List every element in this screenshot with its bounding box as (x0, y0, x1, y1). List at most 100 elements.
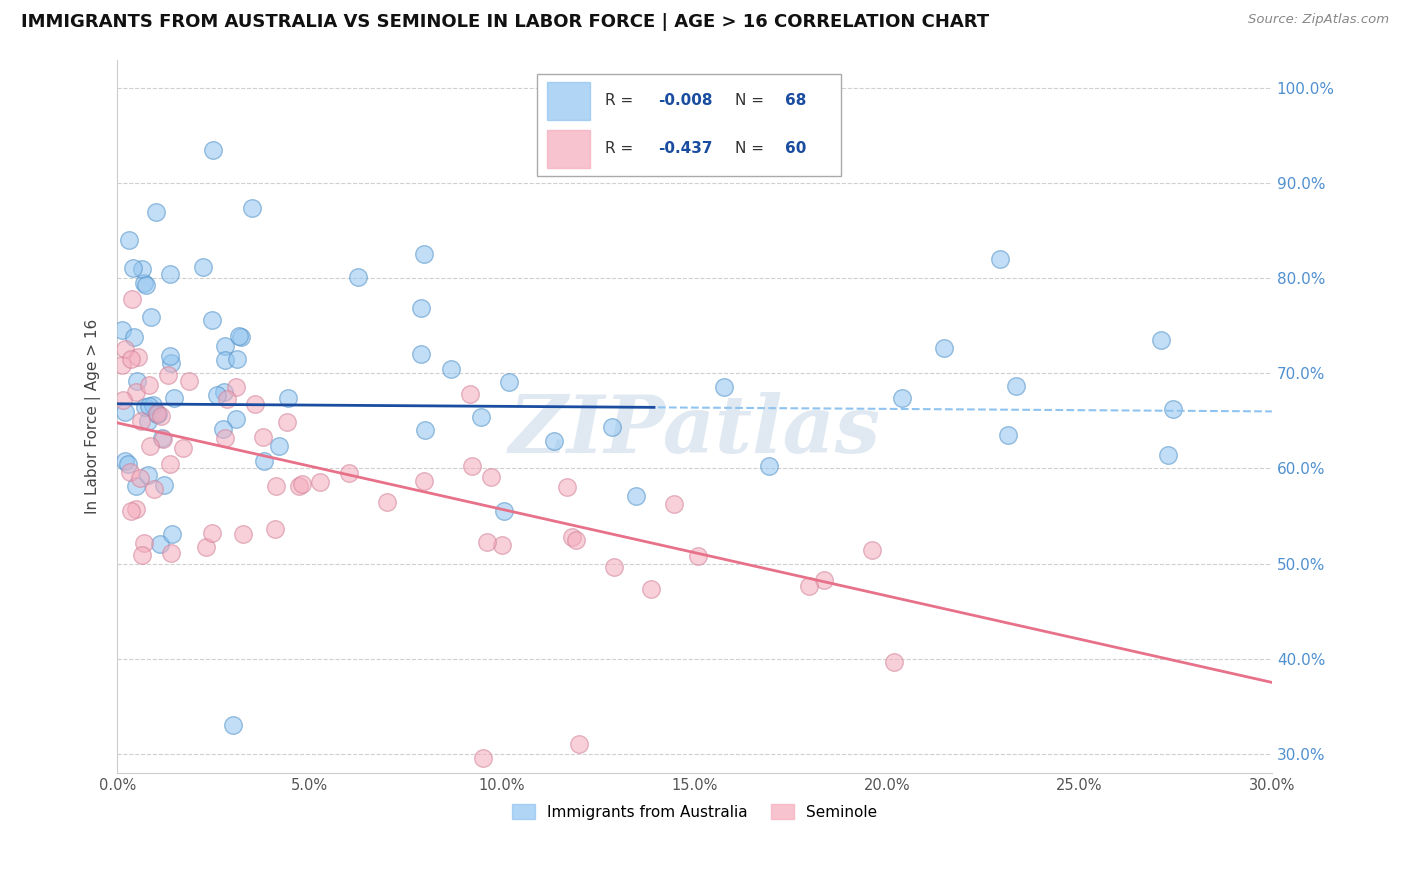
Point (1005, 379, 1028, 393)
Point (163, 391, 186, 405)
Point (179, 374, 201, 388)
Point (413, 423, 436, 437)
Point (142, 398, 165, 412)
Point (662, 497, 685, 511)
Point (245, 397, 267, 411)
Point (288, 479, 311, 493)
Text: ZIPatlas: ZIPatlas (509, 392, 880, 469)
Legend: Immigrants from Australia, Seminole: Immigrants from Australia, Seminole (506, 797, 883, 826)
Text: -0.437: -0.437 (658, 141, 713, 156)
Point (214, 431, 236, 445)
Point (568, 737, 591, 751)
Point (159, 267, 181, 281)
Point (127, 350, 149, 364)
Point (201, 313, 224, 327)
Point (122, 329, 145, 343)
Point (191, 260, 214, 274)
Point (202, 143, 225, 157)
Point (291, 477, 314, 491)
Point (125, 385, 148, 400)
Point (121, 352, 143, 367)
Point (555, 480, 578, 494)
Point (375, 495, 398, 509)
Point (129, 414, 152, 428)
Point (413, 474, 436, 488)
Text: R =: R = (606, 93, 638, 108)
Point (172, 442, 194, 456)
Point (543, 434, 565, 448)
Point (222, 718, 245, 732)
Point (114, 454, 136, 468)
Point (252, 454, 274, 468)
Point (240, 202, 263, 216)
Point (211, 422, 233, 436)
Point (337, 466, 360, 480)
Point (138, 399, 160, 413)
Point (111, 323, 134, 337)
Point (125, 502, 148, 516)
Text: 60: 60 (785, 141, 806, 156)
Point (603, 559, 626, 574)
Point (149, 537, 172, 551)
Point (266, 479, 288, 493)
Point (411, 301, 433, 315)
Point (159, 546, 181, 560)
Point (134, 276, 156, 290)
Text: R =: R = (606, 141, 638, 156)
Point (225, 352, 247, 367)
Point (146, 407, 169, 421)
Point (264, 522, 287, 536)
Point (136, 414, 159, 428)
Point (232, 527, 254, 541)
Point (156, 368, 179, 383)
Point (225, 380, 247, 394)
Point (860, 543, 883, 558)
Point (162, 526, 184, 541)
Point (139, 310, 162, 325)
Point (561, 530, 583, 544)
Point (139, 439, 162, 453)
Point (114, 342, 136, 356)
Point (225, 411, 247, 425)
Point (471, 751, 494, 765)
Point (159, 350, 181, 364)
Point (1163, 401, 1185, 416)
Point (252, 430, 274, 444)
Point (1150, 333, 1173, 347)
Point (458, 387, 481, 401)
Point (214, 339, 236, 353)
Point (932, 342, 955, 356)
Point (470, 410, 492, 425)
Point (214, 353, 236, 368)
Point (891, 391, 914, 405)
Point (215, 392, 238, 406)
Point (267, 439, 290, 453)
Point (153, 478, 176, 492)
Point (498, 375, 520, 389)
FancyBboxPatch shape (547, 130, 591, 168)
Point (121, 292, 143, 306)
Point (565, 533, 588, 547)
Point (309, 475, 332, 489)
Point (797, 579, 820, 593)
Point (214, 384, 236, 399)
Point (277, 391, 299, 405)
FancyBboxPatch shape (537, 73, 841, 177)
Point (412, 247, 434, 261)
Point (118, 233, 141, 247)
Point (409, 347, 432, 361)
Point (132, 536, 155, 550)
Point (145, 204, 167, 219)
Text: 68: 68 (785, 93, 806, 108)
Point (997, 428, 1019, 442)
Point (159, 458, 181, 472)
Point (228, 329, 250, 343)
Point (138, 377, 160, 392)
Point (143, 482, 166, 496)
Point (134, 400, 156, 414)
Point (121, 260, 143, 275)
Point (136, 467, 159, 482)
Point (492, 504, 515, 518)
Point (624, 489, 647, 503)
Point (129, 471, 152, 485)
